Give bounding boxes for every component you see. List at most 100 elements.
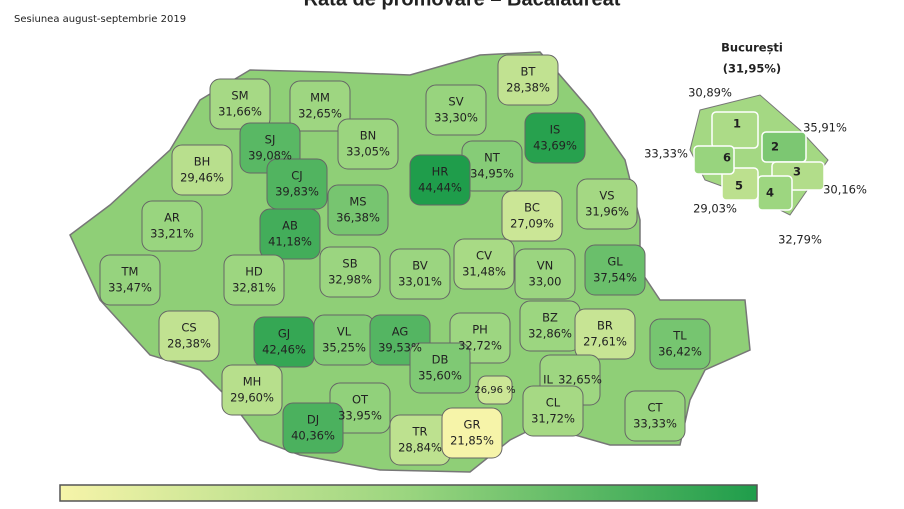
county-code: SB (342, 257, 357, 271)
sector-area (761, 131, 807, 163)
sector-number: 1 (733, 117, 741, 131)
county-code: AG (392, 325, 409, 339)
county-area (453, 238, 515, 290)
county-value: 28,84% (398, 441, 442, 455)
county-area (649, 318, 711, 370)
county-code: CV (476, 249, 492, 263)
sector-area (721, 167, 759, 201)
county-code: CL (546, 396, 561, 410)
county-area (319, 246, 381, 298)
county-value: 33,47% (108, 281, 152, 295)
county-area (327, 184, 389, 236)
sector-number: 5 (735, 179, 743, 193)
sector-value: 35,91% (803, 121, 847, 135)
county-area (522, 385, 584, 437)
county-code: AR (164, 211, 180, 225)
inset-value: (31,95%) (723, 62, 781, 76)
county-value: 32,86% (528, 327, 572, 341)
county-area (282, 402, 344, 454)
county-code: DB (432, 353, 449, 367)
county-area (141, 200, 203, 252)
county-value: 33,05% (346, 145, 390, 159)
counties: SM 31,66% MM 32,65% SV 33,30% BT 28,38% IS 43,69%… (99, 54, 711, 466)
county-value: 40,36% (291, 429, 335, 443)
county-value: 27,61% (583, 335, 627, 349)
county-code: TL (672, 329, 687, 343)
county-value: 36,42% (658, 345, 702, 359)
county-code: GL (607, 255, 623, 269)
county-area (209, 78, 271, 130)
county-area (337, 118, 399, 170)
county-area (501, 190, 563, 242)
county-value: 39,83% (275, 185, 319, 199)
county-value: 32,98% (328, 273, 372, 287)
county-code: BZ (542, 311, 558, 325)
sector-area (693, 145, 735, 175)
county-area (441, 407, 503, 459)
county-area (425, 84, 487, 136)
county-value: 32,81% (232, 281, 276, 295)
county-value: 33,21% (150, 227, 194, 241)
county-value: 27,09% (510, 217, 554, 231)
inset-title: București (721, 41, 783, 55)
county-value: 31,66% (218, 105, 262, 119)
county-area (171, 144, 233, 196)
county-value: 33,30% (434, 111, 478, 125)
county-code: GJ (278, 327, 290, 341)
county-code: CT (647, 401, 663, 415)
county-code: AB (282, 219, 298, 233)
sector-number: 6 (723, 151, 731, 165)
sector-value: 33,33% (644, 147, 688, 161)
county-area (624, 390, 686, 442)
county-code: BT (521, 65, 537, 79)
sector-area (711, 111, 759, 149)
county-code: GR (464, 418, 481, 432)
county-code: VL (337, 325, 352, 339)
county-code: PH (472, 323, 488, 337)
county-code: CS (181, 321, 196, 335)
sector-number: 4 (766, 186, 774, 200)
county-value: 33,01% (398, 275, 442, 289)
county-value: 21,85% (450, 434, 494, 448)
county-code: SJ (265, 133, 276, 147)
county-value: 39,08% (248, 149, 292, 163)
county-code: IS (550, 123, 561, 137)
county-value: 44,44% (418, 181, 462, 195)
county-value: 31,48% (462, 265, 506, 279)
county-value: 42,46% (262, 343, 306, 357)
ilfov-area (477, 375, 513, 405)
county-value: 33,95% (338, 409, 382, 423)
county-area (223, 254, 285, 306)
county-code: TR (411, 425, 427, 439)
county-value: 32,72% (458, 339, 502, 353)
county-value: 29,60% (230, 391, 274, 405)
county-value: 41,18% (268, 235, 312, 249)
county-code: IL (543, 373, 553, 387)
county-value: 35,60% (418, 369, 462, 383)
county-area (259, 208, 321, 260)
county-code: SV (448, 95, 463, 109)
county-value: 39,53% (378, 341, 422, 355)
county-value: 28,38% (167, 337, 211, 351)
county-value: 35,25% (322, 341, 366, 355)
county-area (99, 254, 161, 306)
sector-value: 30,16% (823, 183, 867, 197)
county-area (524, 112, 586, 164)
county-code: MH (243, 375, 262, 389)
county-code: HD (245, 265, 263, 279)
county-code: OT (352, 393, 369, 407)
county-code: VS (599, 189, 614, 203)
county-area (409, 342, 471, 394)
county-code: SM (231, 89, 248, 103)
county-value: 33,33% (633, 417, 677, 431)
map-subtitle: Sesiunea august-septembrie 2019 (14, 14, 186, 25)
county-area (574, 308, 636, 360)
county-code: BN (360, 129, 377, 143)
county-area (584, 244, 646, 296)
bucharest-inset: București (31,95%) 1 30,89% 2 35,91% 3 30,16%… (644, 41, 867, 247)
sector-number: 2 (771, 140, 779, 154)
county-code: CJ (291, 169, 302, 183)
county-code: MM (310, 91, 330, 105)
sector-area (757, 175, 793, 211)
